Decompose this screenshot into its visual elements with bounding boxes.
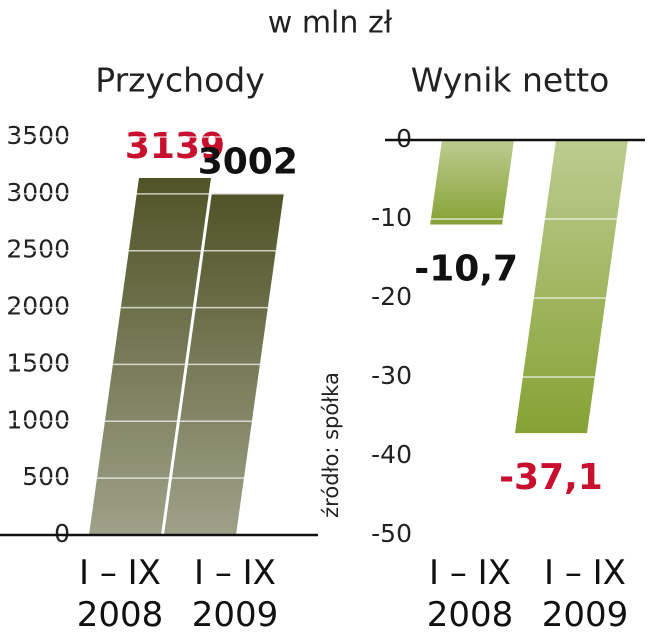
y-tick-label: -30: [371, 361, 412, 390]
x-tick-label: I – IX 2009: [191, 553, 279, 635]
y-tick-label: 1000: [6, 405, 70, 434]
y-tick-label: -20: [371, 282, 412, 311]
panel-title: Przychody: [95, 61, 264, 100]
value-label: 3139: [125, 126, 225, 167]
y-tick-label: 500: [22, 462, 70, 491]
y-tick-label: 3500: [6, 121, 70, 150]
main-title: w mln zł: [268, 6, 393, 41]
y-tick-label: -50: [371, 519, 412, 548]
x-tick-label: I – IX 2009: [541, 553, 629, 635]
y-tick-label: 1500: [6, 348, 70, 377]
y-tick-label: 0: [54, 519, 70, 548]
source: źródło: spółka: [319, 372, 343, 518]
y-tick-label: 2500: [6, 235, 70, 264]
value-label: 3002: [198, 142, 298, 183]
y-tick-label: -10: [371, 203, 412, 232]
x-tick-label: I – IX 2008: [426, 553, 514, 635]
bar: [89, 178, 211, 536]
y-tick-label: 0: [396, 124, 412, 153]
bar: [514, 140, 628, 434]
y-tick-label: -40: [371, 440, 412, 469]
panel-title: Wynik netto: [411, 61, 610, 100]
value-label: -37,1: [499, 457, 603, 498]
value-label: -10,7: [414, 249, 518, 290]
bar: [430, 140, 514, 225]
y-tick-label: 3000: [6, 178, 70, 207]
x-tick-label: I – IX 2008: [76, 553, 164, 635]
y-tick-label: 2000: [6, 292, 70, 321]
